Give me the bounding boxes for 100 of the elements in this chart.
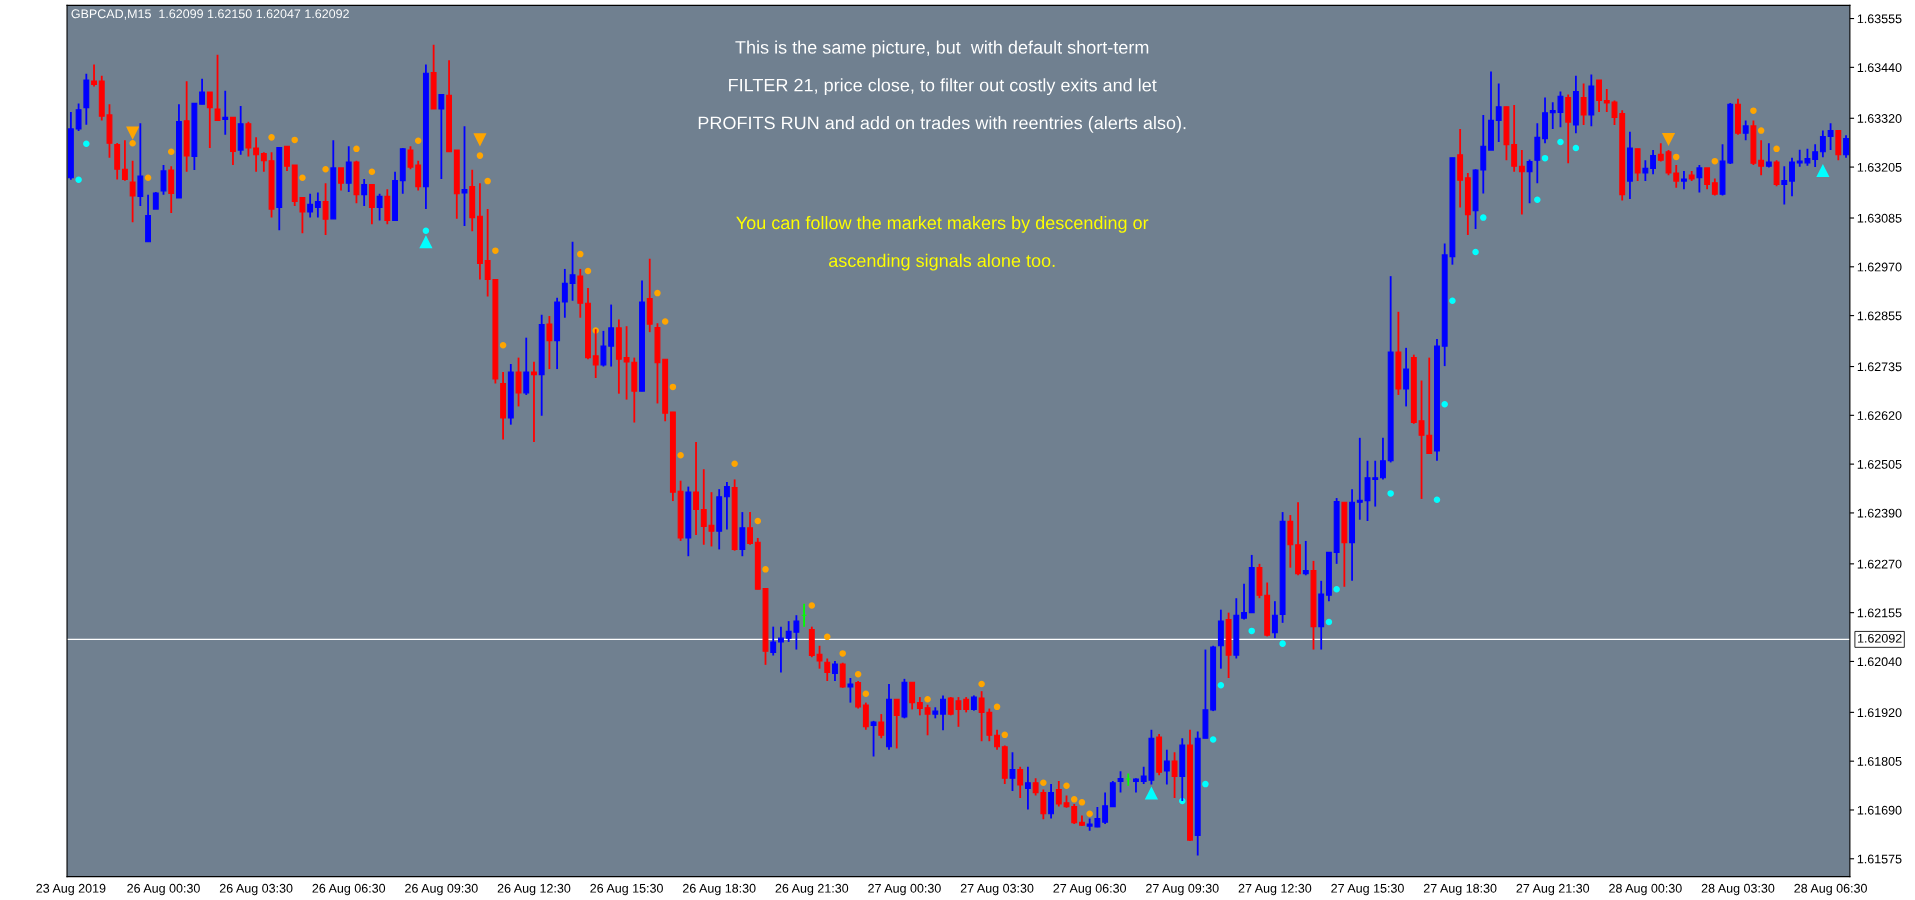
- candlestick: [361, 178, 368, 208]
- point: [1541, 154, 1549, 162]
- point: [1063, 782, 1070, 790]
- y-tick-label: 1.63205: [1857, 162, 1902, 172]
- candlestick: [940, 694, 946, 732]
- point: [167, 148, 175, 156]
- point: [1202, 780, 1209, 788]
- x-tick-label: 26 Aug 18:30: [682, 883, 756, 896]
- candlestick: [878, 713, 885, 740]
- y-tick-label: 1.62040: [1857, 657, 1902, 667]
- point: [677, 451, 684, 459]
- point: [823, 633, 831, 641]
- candlestick: [1789, 156, 1795, 198]
- candlestick: [168, 165, 175, 214]
- candlestick: [893, 698, 900, 750]
- candlestick: [569, 240, 576, 302]
- candlestick: [368, 183, 375, 226]
- candlestick: [1781, 165, 1788, 206]
- candlestick: [723, 481, 730, 531]
- x-tick-label: 27 Aug 21:30: [1516, 883, 1590, 896]
- x-tick-label: 27 Aug 00:30: [868, 883, 941, 896]
- candlestick: [1287, 514, 1294, 569]
- y-tick-label: 1.61575: [1857, 854, 1902, 864]
- x-tick-label: 26 Aug 12:30: [497, 883, 571, 896]
- point: [422, 227, 430, 234]
- point: [75, 176, 82, 184]
- candlestick: [1511, 104, 1518, 173]
- candlestick: [1271, 600, 1278, 640]
- point: [1144, 786, 1158, 800]
- point: [924, 695, 931, 703]
- candlestick: [1827, 122, 1834, 152]
- candlestick: [1819, 129, 1826, 159]
- candlestick: [91, 63, 97, 88]
- candlestick: [870, 719, 877, 758]
- candlestick: [770, 625, 777, 657]
- y-tick-label: 1.63320: [1857, 114, 1902, 123]
- candlestick: [1580, 82, 1587, 126]
- y-tick-label: 1.62735: [1857, 362, 1902, 372]
- candlestick: [924, 703, 931, 737]
- candlestick: [1102, 791, 1109, 825]
- candlestick: [608, 303, 615, 368]
- y-tick-label: 1.62505: [1857, 459, 1902, 469]
- point: [993, 703, 1001, 711]
- x-tick-label: 28 Aug 00:30: [1609, 883, 1682, 896]
- point: [126, 126, 140, 140]
- point: [1661, 132, 1676, 147]
- point: [1711, 157, 1719, 165]
- candlestick: [1380, 436, 1386, 481]
- y-tick-label: 1.63440: [1857, 63, 1902, 73]
- x-tick-label: 26 Aug 21:30: [775, 883, 849, 896]
- candlestick: [847, 677, 854, 704]
- point: [1449, 297, 1456, 305]
- candlestick: [75, 102, 82, 132]
- x-tick-label: 27 Aug 12:30: [1238, 883, 1312, 896]
- candlestick: [1742, 119, 1749, 142]
- candlestick: [515, 356, 522, 408]
- x-tick-label: 26 Aug 06:30: [312, 883, 386, 896]
- x-tick-label: 27 Aug 15:30: [1331, 883, 1404, 896]
- candlestick: [1125, 772, 1132, 787]
- candlestick: [832, 660, 838, 682]
- point: [854, 670, 862, 678]
- y-tick-label: 1.61690: [1857, 805, 1902, 815]
- point: [1070, 796, 1078, 803]
- chart-title: GBPCAD,M15 1.62099 1.62150 1.62047 1.62092: [71, 9, 349, 20]
- point: [669, 383, 677, 391]
- point: [839, 650, 846, 657]
- point: [862, 690, 870, 697]
- point: [1534, 196, 1541, 204]
- candlestick: [1024, 765, 1031, 811]
- candlestick: [1009, 751, 1016, 792]
- point: [1433, 496, 1441, 504]
- point: [83, 140, 90, 147]
- x-tick-label: 26 Aug 15:30: [590, 883, 663, 896]
- point: [584, 267, 592, 275]
- candlestick: [1171, 751, 1178, 799]
- candlestick: [747, 511, 754, 546]
- candlestick: [260, 151, 267, 173]
- x-tick-label: 26 Aug 00:30: [127, 883, 200, 896]
- candlestick: [137, 122, 144, 208]
- candlestick: [129, 159, 136, 224]
- candlestick: [1681, 169, 1687, 191]
- y-tick-label: 1.62390: [1857, 508, 1902, 518]
- point: [1325, 618, 1333, 626]
- point: [299, 174, 306, 181]
- y-tick-label: 1.62970: [1857, 262, 1902, 272]
- candlestick: [1596, 79, 1603, 113]
- candlestick: [523, 336, 530, 396]
- ref-line-label: 1.62092: [1857, 633, 1902, 643]
- candlestick: [839, 661, 846, 689]
- point: [762, 566, 769, 573]
- point: [291, 136, 298, 144]
- candlestick: [1241, 582, 1247, 621]
- point: [484, 177, 491, 185]
- candlestick: [253, 136, 260, 173]
- x-tick-label: 27 Aug 03:30: [960, 883, 1034, 896]
- point: [1209, 736, 1217, 743]
- candlestick: [376, 192, 383, 222]
- point: [1480, 214, 1487, 221]
- candlestick: [561, 268, 568, 319]
- candlestick: [307, 192, 314, 219]
